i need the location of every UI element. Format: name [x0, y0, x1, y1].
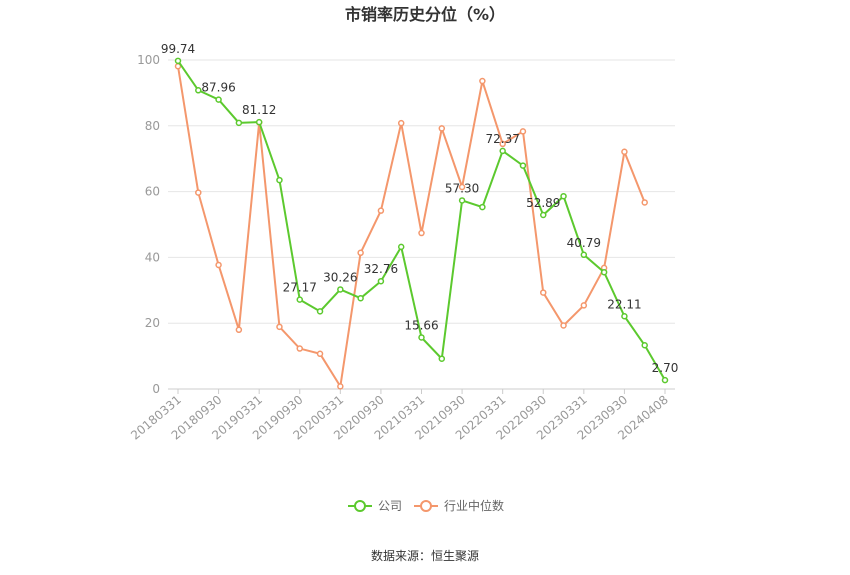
data-point — [235, 119, 243, 127]
data-point — [499, 140, 506, 148]
data-point — [418, 334, 425, 341]
data-point — [580, 251, 588, 259]
legend-label: 公司 — [378, 499, 402, 513]
data-point — [641, 199, 648, 206]
series-layer — [174, 57, 669, 390]
legend-label: 行业中位数 — [444, 498, 504, 513]
data-point — [560, 322, 567, 329]
data-point — [458, 197, 466, 204]
data-point — [316, 350, 324, 358]
legend-marker — [420, 500, 432, 512]
data-label: 52.89 — [526, 196, 560, 210]
data-point — [337, 383, 344, 390]
data-point — [174, 57, 182, 65]
data-point — [397, 243, 405, 251]
data-point — [276, 323, 283, 331]
y-tick-label: 60 — [145, 185, 160, 199]
data-source: 数据来源：恒生聚源 — [371, 548, 479, 563]
data-label: 32.76 — [364, 262, 398, 276]
data-label: 15.66 — [404, 318, 438, 332]
data-point — [499, 147, 506, 155]
data-point — [661, 376, 669, 384]
data-point — [560, 192, 567, 200]
data-point — [316, 308, 324, 315]
data-label: 2.70 — [652, 361, 679, 375]
data-point — [580, 302, 588, 309]
data-point — [418, 229, 425, 237]
y-tick-label: 0 — [152, 382, 160, 396]
data-point — [377, 207, 385, 214]
data-point — [195, 189, 202, 196]
data-point — [255, 118, 263, 126]
chart-title: 市销率历史分位（%） — [345, 5, 505, 24]
data-label: 99.74 — [161, 42, 195, 56]
data-point — [540, 211, 547, 219]
legend-item[interactable]: 行业中位数 — [414, 498, 504, 513]
data-point — [600, 268, 608, 276]
data-point — [357, 294, 364, 302]
data-point — [458, 183, 466, 191]
data-point — [195, 87, 202, 94]
data-point — [215, 96, 222, 103]
legend-marker — [354, 500, 366, 512]
y-tick-label: 40 — [145, 250, 160, 264]
legend-item[interactable]: 公司 — [348, 499, 402, 513]
data-point — [337, 286, 344, 293]
data-point — [519, 162, 527, 169]
data-point — [621, 313, 628, 320]
data-label: 40.79 — [567, 236, 601, 250]
data-point — [438, 355, 446, 362]
data-point — [540, 289, 547, 296]
data-point — [235, 326, 243, 334]
data-point — [479, 203, 486, 211]
y-tick-label: 100 — [137, 53, 160, 67]
data-label: 72.37 — [485, 132, 519, 146]
data-point — [641, 341, 648, 349]
data-point — [276, 176, 283, 184]
data-point — [479, 77, 486, 85]
data-point — [377, 277, 385, 285]
data-label: 22.11 — [607, 297, 641, 311]
series-line — [177, 66, 646, 390]
data-label: 27.17 — [283, 281, 317, 295]
data-point — [519, 128, 527, 135]
legend[interactable]: 公司 行业中位数 — [348, 498, 504, 513]
data-point — [397, 119, 405, 127]
data-labels: 99.74 87.96 81.12 27.17 30.26 32.76 15.66 57.30… — [161, 42, 679, 375]
data-label: 30.26 — [323, 270, 357, 284]
data-label: 81.12 — [242, 103, 276, 117]
data-point — [357, 249, 364, 257]
data-point — [215, 261, 222, 269]
data-point — [296, 296, 303, 303]
data-point — [621, 148, 628, 156]
data-point — [438, 125, 446, 132]
data-label: 57.30 — [445, 181, 479, 195]
y-tick-label: 20 — [145, 316, 160, 330]
data-label: 87.96 — [201, 81, 235, 95]
y-tick-label: 80 — [145, 119, 160, 133]
data-point — [296, 345, 303, 352]
